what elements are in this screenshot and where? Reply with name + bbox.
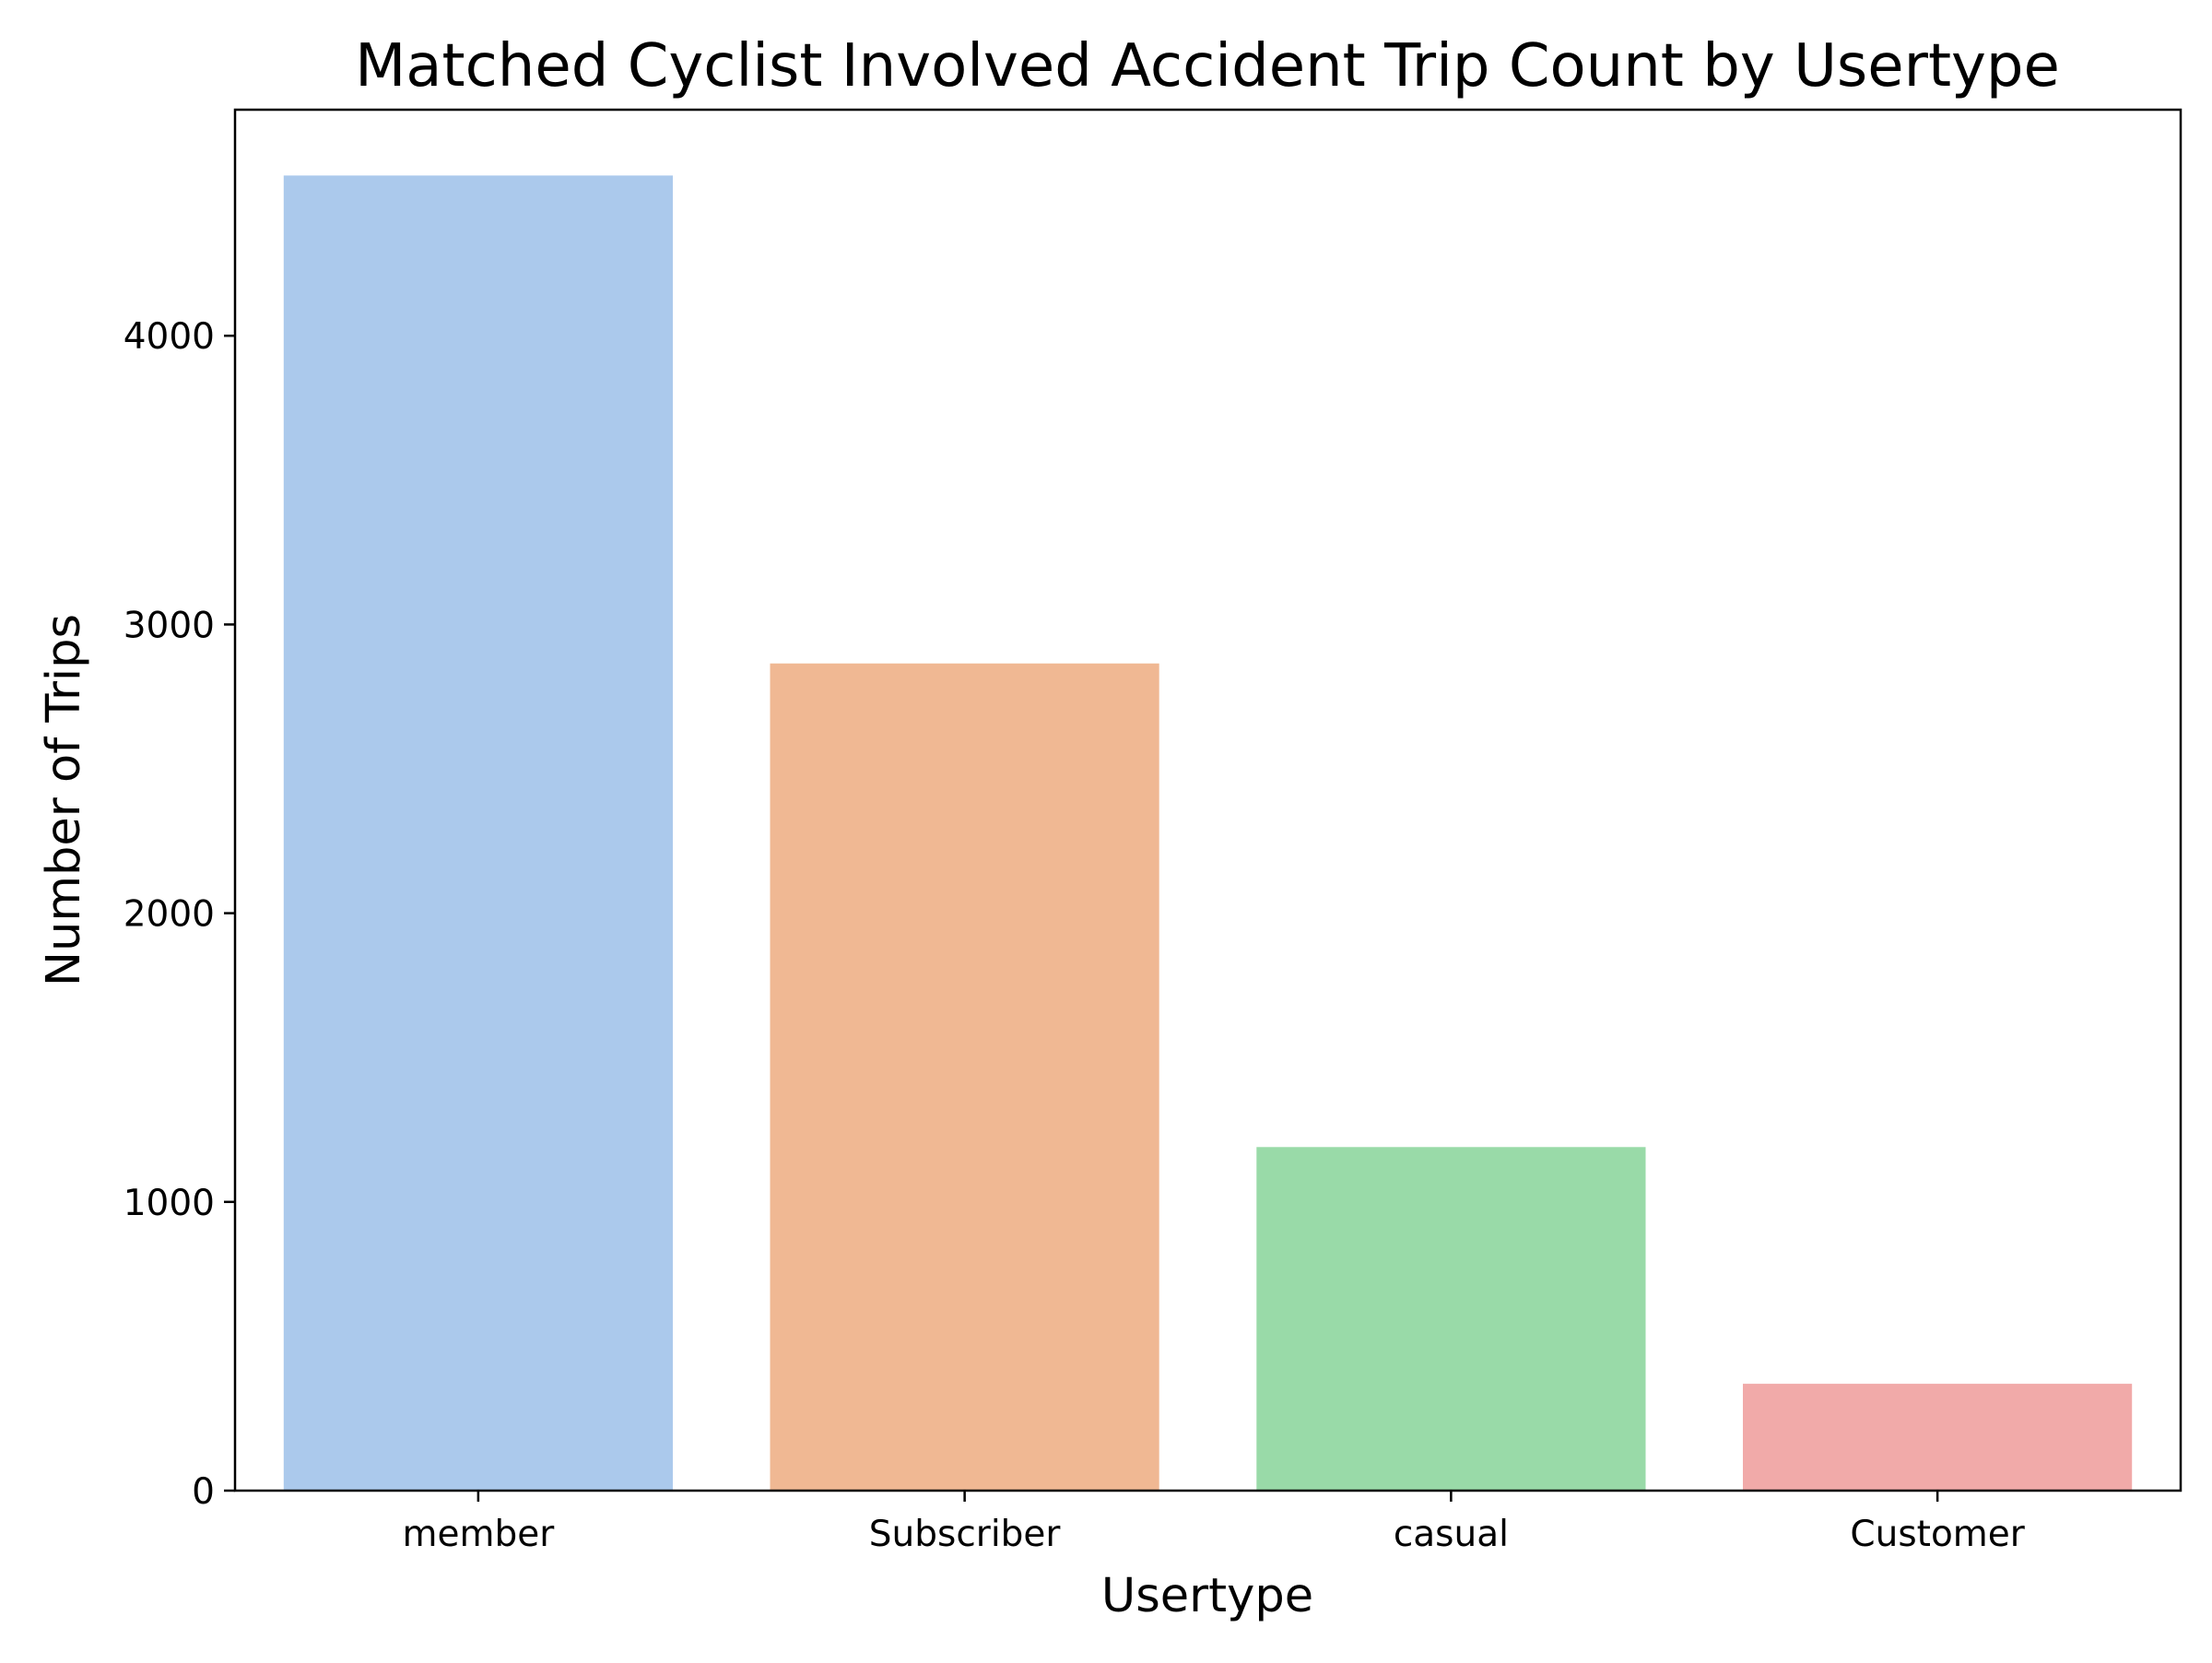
plot-frame	[233, 108, 2183, 1492]
y-tick-label: 0	[192, 1471, 215, 1513]
y-tick-label: 4000	[124, 316, 215, 358]
bar-subscriber	[770, 663, 1159, 1491]
x-tick-label: casual	[1394, 1514, 1509, 1555]
y-axis-ticks: 0 1000 2000 3000 4000	[124, 316, 235, 1513]
y-tick-label: 3000	[124, 605, 215, 646]
bar-casual	[1256, 1147, 1646, 1491]
bars-layer	[283, 175, 2133, 1491]
bar-member	[283, 175, 673, 1491]
y-tick-label: 1000	[124, 1183, 215, 1224]
bar-customer	[1743, 1384, 2133, 1491]
x-axis-label: Usertype	[1101, 1569, 1313, 1623]
y-axis-label: Number of Trips	[37, 614, 91, 986]
x-tick-label: Subscriber	[869, 1514, 1062, 1555]
x-tick-label: Customer	[1850, 1514, 2025, 1555]
y-tick-label: 2000	[124, 894, 215, 936]
x-axis-ticks: member Subscriber casual Customer	[402, 1491, 2026, 1555]
chart-title: Matched Cyclist Involved Accident Trip C…	[355, 32, 2060, 100]
x-tick-label: member	[402, 1514, 555, 1555]
